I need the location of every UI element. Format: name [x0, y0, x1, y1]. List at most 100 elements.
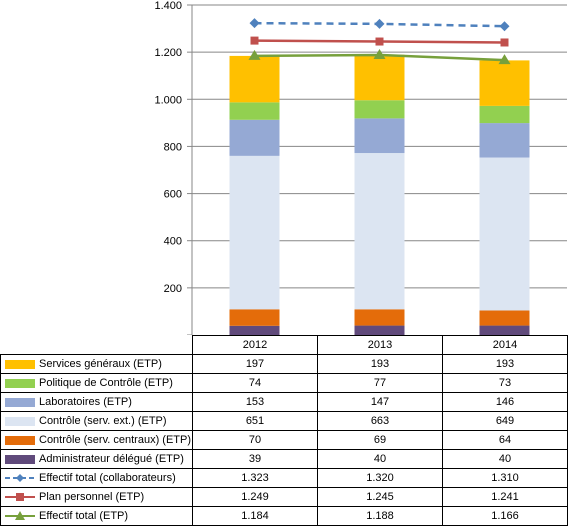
data-label: 146 — [442, 392, 568, 412]
point-marker — [250, 36, 259, 45]
legend-label: Effectif total (ETP) — [39, 510, 129, 522]
bar-segment-2014 — [479, 310, 530, 326]
data-label: 197 — [192, 354, 318, 374]
legend-key — [5, 474, 35, 483]
y-tick-label: 1.200 — [154, 47, 182, 59]
y-tick-label: 800 — [164, 141, 182, 153]
legend-label: Administrateur délégué (ETP) — [39, 453, 184, 465]
table-row: Effectif total (collaborateurs) 1.323 1.32… — [0, 468, 568, 488]
data-label: 40 — [442, 449, 568, 469]
bar-segment-2013 — [354, 309, 405, 326]
bar-segment-2012 — [229, 119, 280, 156]
data-label: 39 — [192, 449, 318, 469]
data-label: 1.310 — [442, 468, 568, 488]
data-label: 1.184 — [192, 506, 318, 526]
bar-segment-2013 — [354, 100, 405, 119]
legend-entry: Administrateur délégué (ETP) — [0, 449, 193, 469]
data-label: 1.166 — [442, 506, 568, 526]
bar-segment-2013 — [354, 325, 405, 335]
legend-entry: Contrôle (serv. ext.) (ETP) — [0, 411, 193, 431]
table-row: Politique de Contrôle (ETP) 74 77 73 — [0, 373, 568, 393]
data-table: 2012 2013 2014 Services généraux (ETP) 197 19… — [0, 335, 568, 526]
legend-key — [5, 493, 35, 502]
legend-label: Politique de Contrôle (ETP) — [39, 377, 173, 389]
legend-label: Contrôle (serv. ext.) (ETP) — [39, 415, 167, 427]
data-label: 1.323 — [192, 468, 318, 488]
table-row: Contrôle (serv. ext.) (ETP) 651 663 649 — [0, 411, 568, 431]
legend-entry: Effectif total (collaborateurs) — [0, 468, 193, 488]
y-tick-label: 1.000 — [154, 94, 182, 106]
table-row: Plan personnel (ETP) 1.249 1.245 1.241 — [0, 487, 568, 507]
data-label: 663 — [317, 411, 443, 431]
table-row: Laboratoires (ETP) 153 147 146 — [0, 392, 568, 412]
legend-key — [5, 397, 35, 407]
legend-entry: Politique de Contrôle (ETP) — [0, 373, 193, 393]
data-label: 1.320 — [317, 468, 443, 488]
y-tick-label: 400 — [164, 236, 182, 248]
y-tick-label: 200 — [164, 283, 182, 295]
data-label: 77 — [317, 373, 443, 393]
bar-segment-2013 — [354, 54, 405, 101]
chart-plot: - 200 400 600 800 1.000 1.200 1.400 — [154, 0, 567, 335]
y-tick-label: - — [178, 330, 182, 335]
data-label: 651 — [192, 411, 318, 431]
legend-entry: Effectif total (ETP) — [0, 506, 193, 526]
y-tick-label: 600 — [164, 189, 182, 201]
bar-segment-2014 — [479, 123, 530, 158]
bar-segment-2012 — [229, 155, 280, 310]
bar-segment-2014 — [479, 325, 530, 335]
data-label: 193 — [317, 354, 443, 374]
point-marker — [374, 18, 385, 29]
legend-key — [5, 435, 35, 445]
legend-label: Effectif total (collaborateurs) — [39, 472, 176, 484]
point-marker — [249, 18, 260, 29]
x-tick-label: 2013 — [317, 335, 443, 355]
data-label: 147 — [317, 392, 443, 412]
x-tick-label: 2012 — [192, 335, 318, 355]
table-row: Contrôle (serv. centraux) (ETP) 70 69 64 — [0, 430, 568, 450]
point-marker — [248, 49, 261, 60]
table-corner — [0, 335, 193, 355]
point-marker — [498, 54, 511, 65]
data-label: 1.188 — [317, 506, 443, 526]
data-label: 1.249 — [192, 487, 318, 507]
bar-segment-2013 — [354, 118, 405, 154]
legend-key — [5, 454, 35, 464]
bar-segment-2012 — [229, 55, 280, 103]
data-label: 1.245 — [317, 487, 443, 507]
legend-label: Services généraux (ETP) — [39, 358, 162, 370]
legend-entry: Contrôle (serv. centraux) (ETP) — [0, 430, 193, 450]
data-label: 70 — [192, 430, 318, 450]
table-header-row: 2012 2013 2014 — [0, 335, 568, 355]
bar-segment-2014 — [479, 105, 530, 124]
legend-key — [5, 378, 35, 388]
data-label: 73 — [442, 373, 568, 393]
point-marker — [375, 37, 384, 46]
y-tick-label: 1.400 — [154, 0, 182, 12]
bar-segment-2012 — [229, 102, 280, 120]
legend-entry: Services généraux (ETP) — [0, 354, 193, 374]
bar-segment-2013 — [354, 153, 405, 310]
data-label: 153 — [192, 392, 318, 412]
data-label: 649 — [442, 411, 568, 431]
point-marker — [500, 38, 509, 47]
point-marker — [373, 48, 386, 59]
legend-label: Plan personnel (ETP) — [39, 491, 145, 503]
legend-key — [5, 416, 35, 426]
data-label: 1.241 — [442, 487, 568, 507]
table-row: Services généraux (ETP) 197 193 193 — [0, 354, 568, 374]
table-row: Administrateur délégué (ETP) 39 40 40 — [0, 449, 568, 469]
legend-entry: Plan personnel (ETP) — [0, 487, 193, 507]
data-label: 64 — [442, 430, 568, 450]
data-label: 69 — [317, 430, 443, 450]
legend-label: Contrôle (serv. centraux) (ETP) — [39, 434, 192, 446]
legend-key — [5, 359, 35, 369]
bar-segment-2014 — [479, 60, 530, 106]
legend-entry: Laboratoires (ETP) — [0, 392, 193, 412]
x-tick-label: 2014 — [442, 335, 568, 355]
data-label: 74 — [192, 373, 318, 393]
bar-segment-2014 — [479, 157, 530, 311]
bar-segment-2012 — [229, 309, 280, 326]
point-marker — [499, 21, 510, 32]
table-row: Effectif total (ETP) 1.184 1.188 1.166 — [0, 506, 568, 526]
